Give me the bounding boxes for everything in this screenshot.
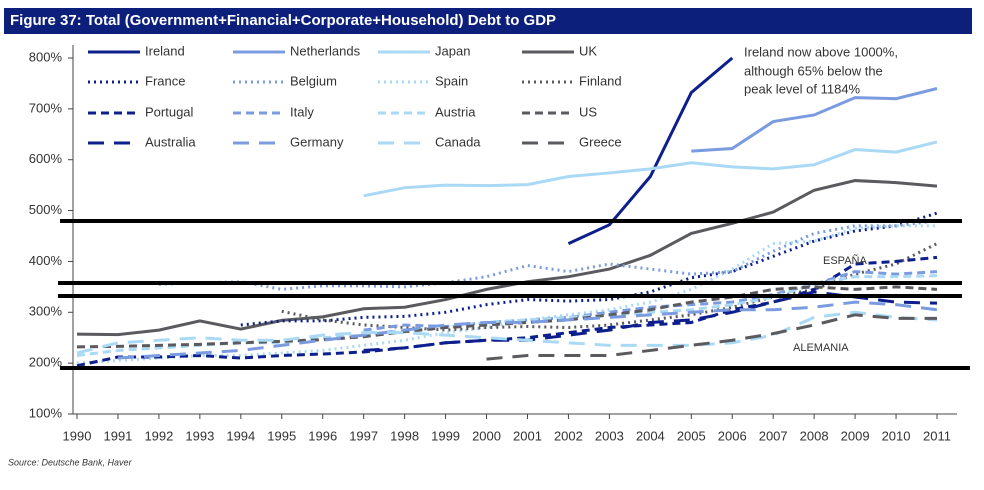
x-tick-label: 2002	[554, 428, 583, 443]
legend-label: Greece	[579, 134, 622, 149]
x-tick-label: 1997	[349, 428, 378, 443]
series-line	[363, 140, 938, 198]
annotation: ESPAÑA	[823, 254, 867, 267]
x-tick-label: 1995	[267, 428, 296, 443]
title-bar	[4, 8, 972, 34]
legend-label: Australia	[145, 134, 196, 149]
x-tick-label: 1992	[144, 428, 173, 443]
annotation: peak level of 1184%	[744, 81, 861, 96]
x-tick-label: 2006	[718, 428, 747, 443]
x-tick-label: 2005	[677, 428, 706, 443]
annotation: Ireland now above 1000%,	[744, 44, 898, 59]
plot	[76, 56, 938, 368]
series-line	[691, 87, 938, 153]
legend-label: Spain	[435, 73, 468, 88]
chart-title: Figure 37: Total (Government+Financial+C…	[10, 12, 556, 29]
y-tick-label: 600%	[29, 151, 63, 166]
series-line	[76, 179, 938, 337]
y-tick-label: 300%	[29, 304, 63, 319]
legend-label: Germany	[290, 134, 344, 149]
y-tick-label: 500%	[29, 202, 63, 217]
x-tick-label: 1991	[103, 428, 132, 443]
x-tick-label: 2000	[472, 428, 501, 443]
x-tick-label: 2009	[841, 428, 870, 443]
x-tick-label: 1996	[308, 428, 337, 443]
legend-label: Belgium	[290, 73, 337, 88]
series-line	[76, 310, 938, 355]
series-line	[158, 219, 938, 291]
annotation: although 65% below the	[744, 63, 883, 78]
legend-label: Portugal	[145, 104, 194, 119]
y-tick-label: 800%	[29, 49, 63, 64]
y-tick-label: 100%	[29, 405, 63, 420]
x-tick-label: 2011	[923, 428, 951, 443]
legend-label: Italy	[290, 104, 314, 119]
x-tick-label: 2007	[759, 428, 788, 443]
y-tick-label: 200%	[29, 355, 63, 370]
legend-label: Austria	[435, 104, 476, 119]
legend-label: Netherlands	[290, 43, 361, 58]
legend-label: Finland	[579, 73, 622, 88]
legend-label: UK	[579, 43, 597, 58]
legend-label: Ireland	[145, 43, 185, 58]
x-tick-label: 1994	[226, 428, 255, 443]
x-tick-label: 1990	[63, 428, 92, 443]
series-line	[117, 300, 938, 360]
annotation: ALEMANIA	[793, 342, 849, 354]
x-tick-label: 2001	[513, 428, 542, 443]
source-note: Source: Deutsche Bank, Haver	[8, 457, 133, 467]
x-tick-label: 2004	[636, 428, 665, 443]
x-tick-label: 1999	[431, 428, 460, 443]
legend-label: US	[579, 104, 597, 119]
series-line	[486, 313, 937, 361]
x-tick-label: 1993	[185, 428, 214, 443]
y-tick-label: 400%	[29, 253, 63, 268]
y-tick-label: 700%	[29, 100, 63, 115]
x-tick-label: 2003	[595, 428, 624, 443]
x-tick-label: 2008	[800, 428, 829, 443]
series-line	[240, 211, 938, 327]
x-tick-label: 1998	[390, 428, 419, 443]
series-line	[567, 56, 734, 245]
overlay-lines	[58, 219, 970, 370]
legend-label: Canada	[435, 134, 481, 149]
legend-label: Japan	[435, 43, 470, 58]
legend-label: France	[145, 73, 185, 88]
x-tick-label: 2010	[882, 428, 911, 443]
